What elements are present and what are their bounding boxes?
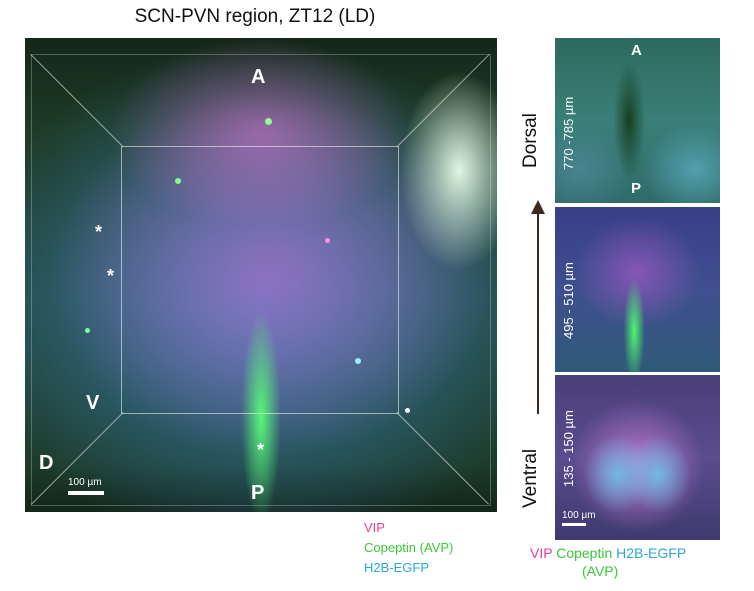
anterior-label: A — [251, 66, 266, 88]
asterisk-marker: * — [107, 266, 115, 286]
posterior-label: P — [251, 482, 265, 504]
legend-h2b: H2B-EGFP — [616, 545, 687, 561]
outer-box-outline — [31, 54, 491, 506]
legend-h2b: H2B-EGFP — [364, 560, 430, 575]
legend-copeptin: Copeptin (AVP) — [364, 540, 454, 555]
depth-label: 135 - 150 µm — [561, 410, 576, 487]
arrow-up-icon — [531, 200, 545, 214]
main-legend: VIP Copeptin (AVP) H2B-EGFP — [364, 518, 453, 578]
asterisk-marker: * — [257, 440, 265, 460]
depth-label: 770 -785 µm — [561, 96, 576, 170]
main-volume-image: A P V D * * * — [25, 38, 497, 512]
legend-copeptin: Copeptin — [556, 545, 613, 561]
scale-bar — [68, 491, 104, 495]
fluorescent-cell — [85, 328, 90, 333]
figure-title: SCN-PVN region, ZT12 (LD) — [134, 6, 376, 27]
side-scale-bar-label: 100 µm — [562, 510, 596, 521]
dorsal-label: D — [39, 452, 54, 474]
arrow-shaft — [537, 212, 539, 414]
legend-vip: VIP — [364, 520, 385, 535]
asterisk-marker: * — [95, 222, 103, 242]
ventral-label: V — [86, 392, 100, 414]
ventral-axis-label: Ventral — [520, 448, 541, 508]
fluorescent-cell — [405, 408, 410, 413]
scale-bar-label: 100 µm — [68, 477, 102, 488]
fluorescent-cell — [325, 238, 330, 243]
ventral-section-image: 135 - 150 µm — [555, 375, 720, 540]
legend-avp: (AVP) — [582, 563, 619, 579]
panel-posterior-label: P — [631, 180, 642, 197]
middle-section-image: 495 - 510 µm — [555, 207, 720, 372]
panel-anterior-label: A — [631, 42, 642, 59]
depth-label: 495 - 510 µm — [561, 262, 576, 339]
fluorescent-cell — [265, 118, 272, 125]
fluorescent-cell — [355, 358, 361, 364]
dorsal-axis-label: Dorsal — [520, 113, 541, 168]
legend-vip: VIP — [530, 545, 553, 561]
dorsal-section-image: A P 770 -785 µm — [555, 38, 720, 203]
fluorescent-cell — [175, 178, 181, 184]
side-legend: VIP Copeptin H2B-EGFP (AVP) — [530, 544, 750, 580]
inner-box-outline — [121, 146, 399, 414]
side-scale-bar — [562, 523, 586, 526]
